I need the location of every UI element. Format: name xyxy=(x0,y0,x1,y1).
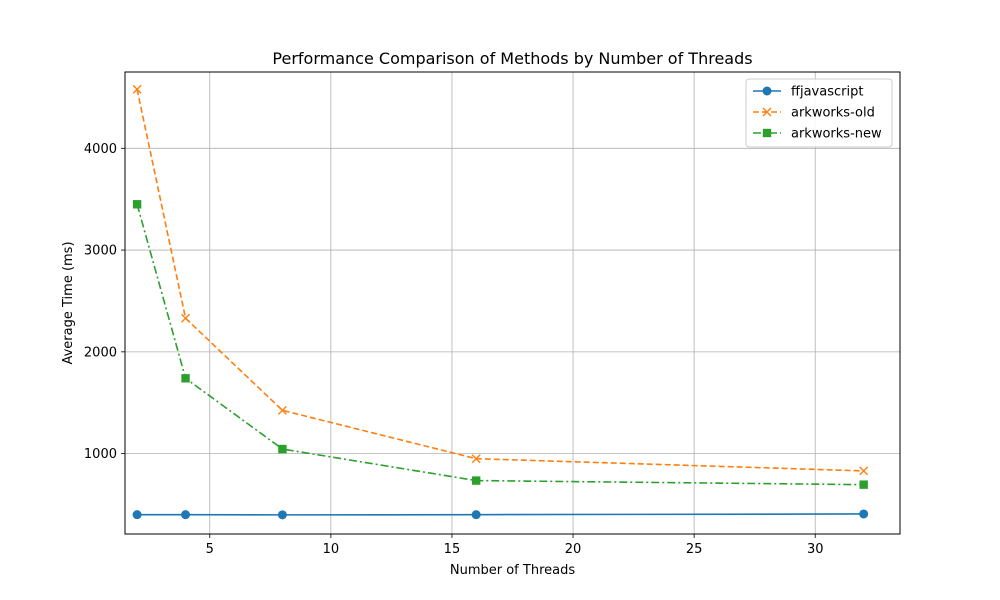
data-point xyxy=(471,476,481,485)
legend-marker xyxy=(762,128,772,138)
chart-title: Performance Comparison of Methods by Num… xyxy=(272,49,752,68)
y-tick-label: 1000 xyxy=(84,447,117,462)
y-axis-label: Average Time (ms) xyxy=(61,241,76,364)
x-tick-label: 20 xyxy=(565,542,582,557)
grid xyxy=(125,72,900,534)
y-tick-label: 4000 xyxy=(84,142,117,157)
data-point xyxy=(277,510,287,520)
legend-box xyxy=(745,78,893,148)
series-layer xyxy=(132,84,869,520)
data-point xyxy=(277,405,287,415)
y-tick-label: 3000 xyxy=(84,244,117,259)
data-point xyxy=(132,200,142,209)
data-point xyxy=(132,510,142,520)
x-tick-label: 25 xyxy=(686,542,703,557)
data-point xyxy=(471,454,481,464)
legend-item-arkworks-new: arkworks-new xyxy=(753,127,882,142)
plot-frame xyxy=(124,71,901,535)
data-point xyxy=(181,510,191,520)
data-point xyxy=(181,313,191,323)
x-tick-label: 30 xyxy=(807,542,824,557)
series-line-ffjavascript xyxy=(137,513,864,516)
legend-label: arkworks-old xyxy=(791,106,875,121)
legend: ffjavascript arkworks-old arkworks-new xyxy=(745,78,893,148)
x-tick-label: 5 xyxy=(206,542,214,557)
y-tick-label: 2000 xyxy=(84,345,117,360)
series-arkworks-old xyxy=(132,84,869,476)
data-point xyxy=(859,480,868,489)
ticks: 5 10 15 20 25 30 1000 2000 3000 4000 xyxy=(84,142,824,557)
data-point xyxy=(859,466,869,476)
legend-label: arkworks-new xyxy=(791,127,882,142)
data-point xyxy=(132,84,142,94)
x-tick-label: 15 xyxy=(444,542,461,557)
data-point xyxy=(278,444,287,454)
series-arkworks-new xyxy=(132,200,868,489)
legend-label: ffjavascript xyxy=(791,85,863,100)
data-point xyxy=(471,510,481,520)
legend-marker xyxy=(762,86,772,96)
data-point xyxy=(181,374,190,383)
data-point xyxy=(859,509,869,519)
series-line-arkworks-old xyxy=(136,89,864,472)
legend-item-ffjavascript: ffjavascript xyxy=(753,85,863,100)
legend-marker xyxy=(762,107,772,117)
x-axis-label: Number of Threads xyxy=(450,563,575,578)
x-tick-label: 10 xyxy=(323,542,340,557)
series-ffjavascript xyxy=(132,509,869,520)
legend-item-arkworks-old: arkworks-old xyxy=(753,106,875,121)
